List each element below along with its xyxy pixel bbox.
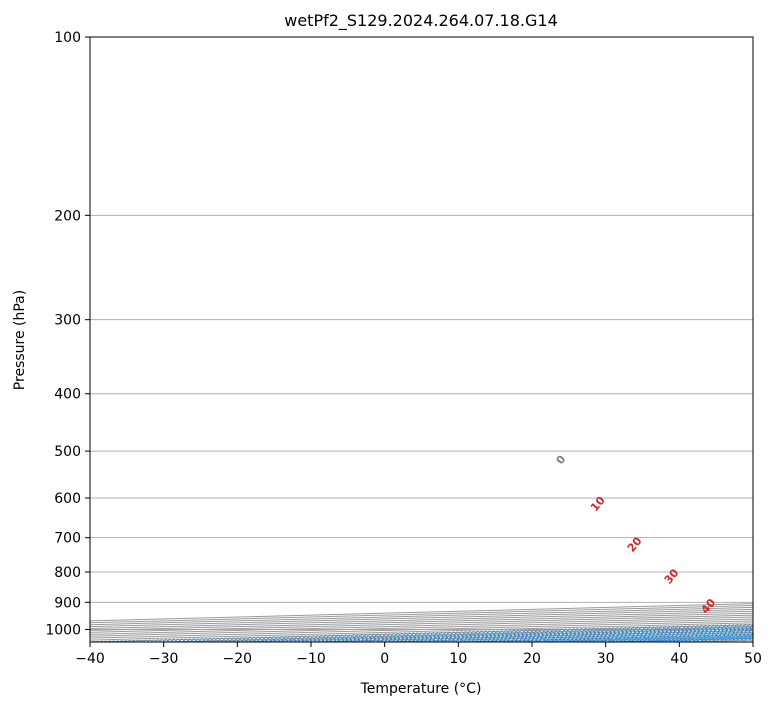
y-tick-label: 1000 bbox=[45, 622, 81, 638]
x-tick-label: −40 bbox=[75, 651, 105, 667]
y-tick-label: 400 bbox=[54, 387, 81, 403]
chart-title: wetPf2_S129.2024.264.07.18.G14 bbox=[284, 11, 558, 31]
x-tick-label: 0 bbox=[380, 651, 389, 667]
y-tick-label: 100 bbox=[54, 30, 81, 46]
x-tick-label: 10 bbox=[449, 651, 467, 667]
y-tick-label: 900 bbox=[54, 595, 81, 611]
y-tick-label: 200 bbox=[54, 208, 81, 224]
x-tick-label: 20 bbox=[523, 651, 541, 667]
x-axis-ticks: −40 −30 −20 −10 0 10 20 30 40 50 bbox=[75, 642, 762, 667]
y-tick-label: 700 bbox=[54, 531, 81, 547]
y-axis-label: Pressure (hPa) bbox=[12, 290, 28, 390]
y-axis-ticks: 100 200 300 400 500 600 700 800 900 1000 bbox=[45, 30, 90, 638]
y-tick-label: 800 bbox=[54, 565, 81, 581]
y-tick-label: 500 bbox=[54, 444, 81, 460]
background-grid bbox=[90, 37, 753, 642]
y-tick-label: 600 bbox=[54, 491, 81, 507]
x-tick-label: 40 bbox=[670, 651, 688, 667]
x-axis-label: Temperature (°C) bbox=[360, 681, 482, 697]
y-tick-label: 300 bbox=[54, 313, 81, 329]
plot-frame bbox=[89, 36, 754, 643]
x-tick-label: 50 bbox=[744, 651, 762, 667]
x-tick-label: −30 bbox=[149, 651, 179, 667]
x-tick-label: 30 bbox=[597, 651, 615, 667]
x-tick-label: −20 bbox=[223, 651, 253, 667]
x-tick-label: −10 bbox=[296, 651, 326, 667]
